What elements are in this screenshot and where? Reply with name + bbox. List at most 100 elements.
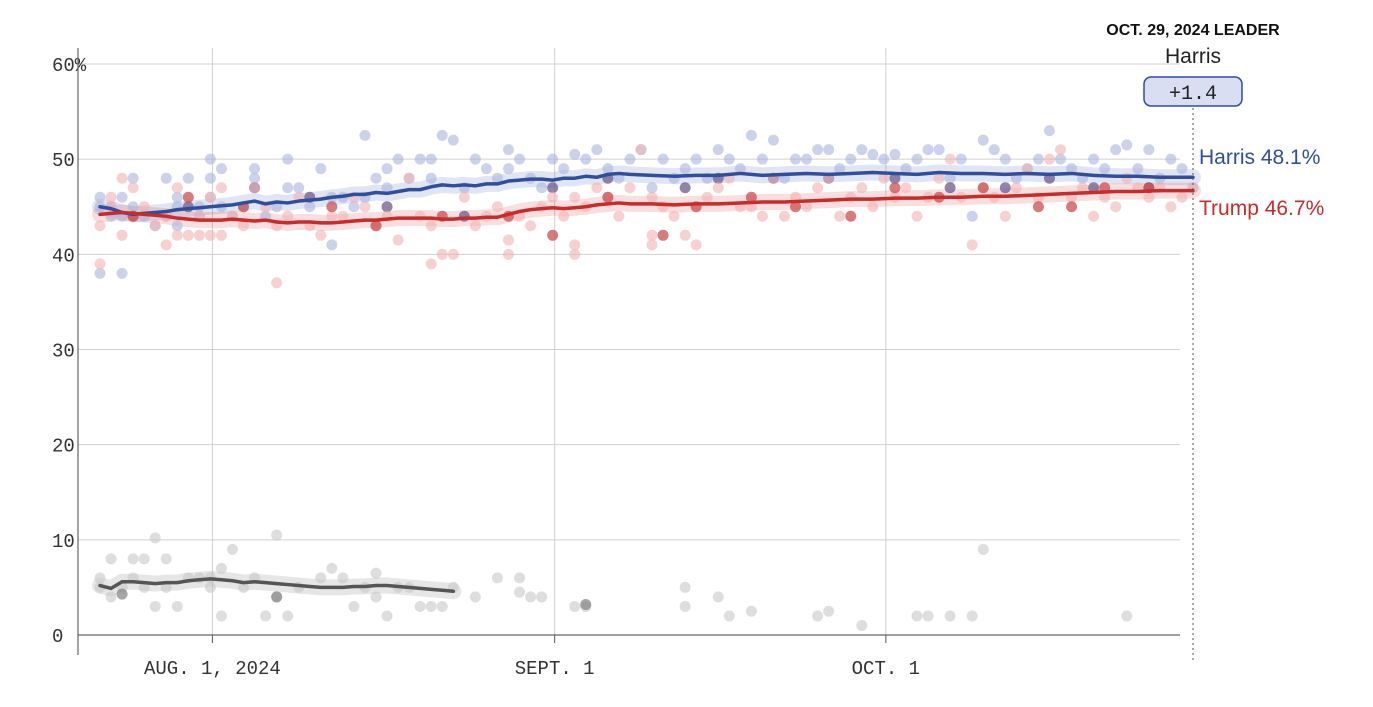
other-poll-dot-dark [271,591,283,603]
harris-poll-dot [823,144,835,156]
harris-poll-dot [282,182,294,194]
harris-poll-dot [514,153,526,165]
trump-poll-dot [171,229,183,241]
other-poll-dot [911,610,923,622]
trump-poll-dot [646,191,658,203]
trump-poll-dot [911,210,923,222]
trump-poll-dot [613,210,625,222]
leader-name: Harris [1165,45,1221,68]
harris-trend-line [98,170,1195,217]
trump-poll-dot [944,153,956,165]
harris-poll-dot [293,182,305,194]
trump-poll-dot [878,172,890,184]
trump-poll-dot-dark [657,229,669,241]
leader-margin-badge [1143,76,1243,107]
trump-poll-dot [779,210,791,222]
axes: 0 10 20 30 40 50 60% AUG. 1, 2024 SEPT. 1 OCT. 1 [52,48,1194,680]
other-poll-dot [569,600,581,612]
other-poll-dot [105,553,117,565]
trump-poll-dot-dark [977,182,989,194]
harris-poll-dot [127,201,139,213]
harris-poll-dot [1110,144,1122,156]
harris-poll-dot [94,267,106,279]
harris-poll-dot [801,153,813,165]
harris-poll-dot [1132,163,1144,175]
harris-poll-dot [249,172,261,184]
harris-poll-dot [536,182,548,194]
trump-poll-dot [249,182,261,194]
trump-poll-dot [204,191,216,203]
harris-poll-dot [657,153,669,165]
other-poll-dot [337,572,349,584]
trend-lines [98,170,1195,593]
harris-poll-dot [966,210,978,222]
other-poll-dot [679,600,691,612]
other-poll-dot [282,610,294,622]
harris-poll-dot [988,144,1000,156]
harris-poll-dot-dark [944,182,956,194]
trump-poll-dot [425,258,437,270]
harris-poll-dot [491,172,503,184]
trump-poll-dot [193,229,205,241]
trump-poll-dot [94,258,106,270]
trump-poll-dot [392,234,404,246]
trump-poll-dot [116,172,128,184]
other-poll-dot [149,532,161,544]
harris-poll-dot [756,153,768,165]
trump-poll-dot [646,239,658,251]
harris-poll-dot [812,144,824,156]
trump-poll-dot [801,201,813,213]
leader-heading: OCT. 29, 2024 LEADER [1106,22,1280,39]
other-poll-dot [149,600,161,612]
trump-poll-dot-dark [845,210,857,222]
harris-end-label: Harris 48.1% [1199,146,1320,169]
harris-poll-dot [867,148,879,160]
trump-poll-dot [569,248,581,260]
other-poll-dot-dark [116,588,128,600]
other-poll-dot [127,553,139,565]
trump-poll-dot [834,210,846,222]
harris-poll-dot [94,191,106,203]
y-tick-label: 30 [52,341,75,363]
other-poll-dot [977,543,989,555]
harris-poll-dot [977,134,989,146]
other-poll-dot [712,591,724,603]
trump-poll-dot [105,191,117,203]
harris-poll-dot [502,144,514,156]
harris-poll-dot [1165,153,1177,165]
trump-poll-dot [646,229,658,241]
trump-poll-dot [160,239,172,251]
harris-poll-dot-dark [547,182,559,194]
harris-poll-dot [160,172,172,184]
other-poll-dot [215,610,227,622]
harris-poll-dot [1032,153,1044,165]
other-poll-dot [425,600,437,612]
other-poll-dot [204,581,216,593]
trump-poll-dot-dark [745,191,757,203]
harris-poll-dot [1055,153,1067,165]
trump-poll-dot [812,182,824,194]
harris-poll-dot [480,163,492,175]
x-tick-label: AUG. 1, 2024 [144,658,281,680]
harris-poll-dot-dark [1088,182,1100,194]
other-poll-dot [679,581,691,593]
harris-poll-dot [381,163,393,175]
harris-poll-dot [624,153,636,165]
trump-poll-dot [238,220,250,232]
trump-poll-dot-dark [602,191,614,203]
harris-poll-dot [116,191,128,203]
harris-poll-dot [878,153,890,165]
y-tick-label: 10 [52,531,75,553]
harris-poll-dot [1143,144,1155,156]
harris-poll-dot [414,153,426,165]
trump-poll-dot [116,229,128,241]
other-trend-line [98,577,456,593]
harris-poll-dot [834,163,846,175]
trump-poll-dot [933,172,945,184]
y-tick-label: 60% [52,55,87,77]
trump-poll-dot [138,201,150,213]
harris-poll-dot [249,163,261,175]
harris-poll-dot [127,172,139,184]
trump-poll-dot-dark [326,201,338,213]
trump-poll-dot-dark [370,220,382,232]
